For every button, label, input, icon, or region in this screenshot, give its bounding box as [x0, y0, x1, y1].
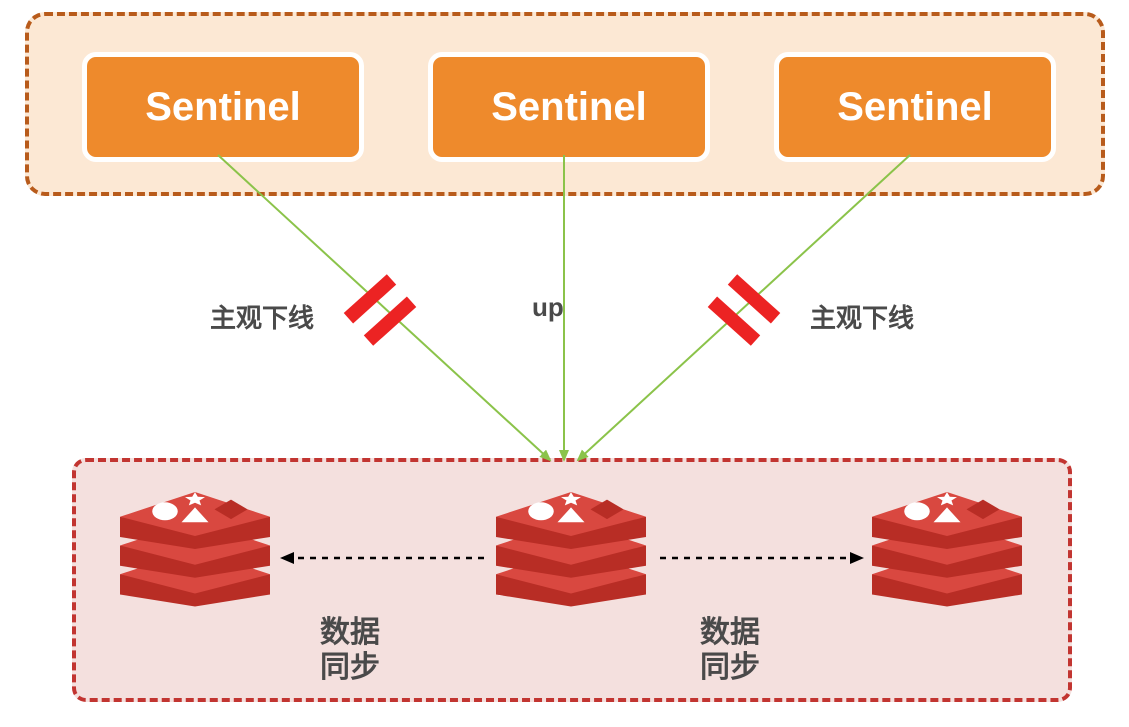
sync-label-line1: 数据: [320, 616, 380, 649]
monitor-arrows: [218, 155, 910, 460]
sync-label-left: 数据 同步: [320, 616, 380, 685]
sentinel-node-2: Sentinel: [428, 52, 710, 162]
sync-label-line2: 同步: [700, 651, 760, 684]
redis-label-slave2: slave: [862, 570, 982, 604]
sync-label-right: 数据 同步: [700, 616, 760, 685]
sentinel-node-1: Sentinel: [82, 52, 364, 162]
sentinel-label: Sentinel: [145, 85, 301, 130]
status-label-center: up: [532, 292, 564, 323]
sentinel-label: Sentinel: [837, 85, 993, 130]
status-label-right: 主观下线: [810, 298, 914, 335]
sentinel-node-3: Sentinel: [774, 52, 1056, 162]
redis-label-slave1: slave: [110, 570, 230, 604]
redis-label-master: master: [486, 570, 606, 604]
sync-label-line1: 数据: [700, 616, 760, 649]
sentinel-label: Sentinel: [491, 85, 647, 130]
status-label-left: 主观下线: [210, 298, 314, 335]
sync-label-line2: 同步: [320, 651, 380, 684]
